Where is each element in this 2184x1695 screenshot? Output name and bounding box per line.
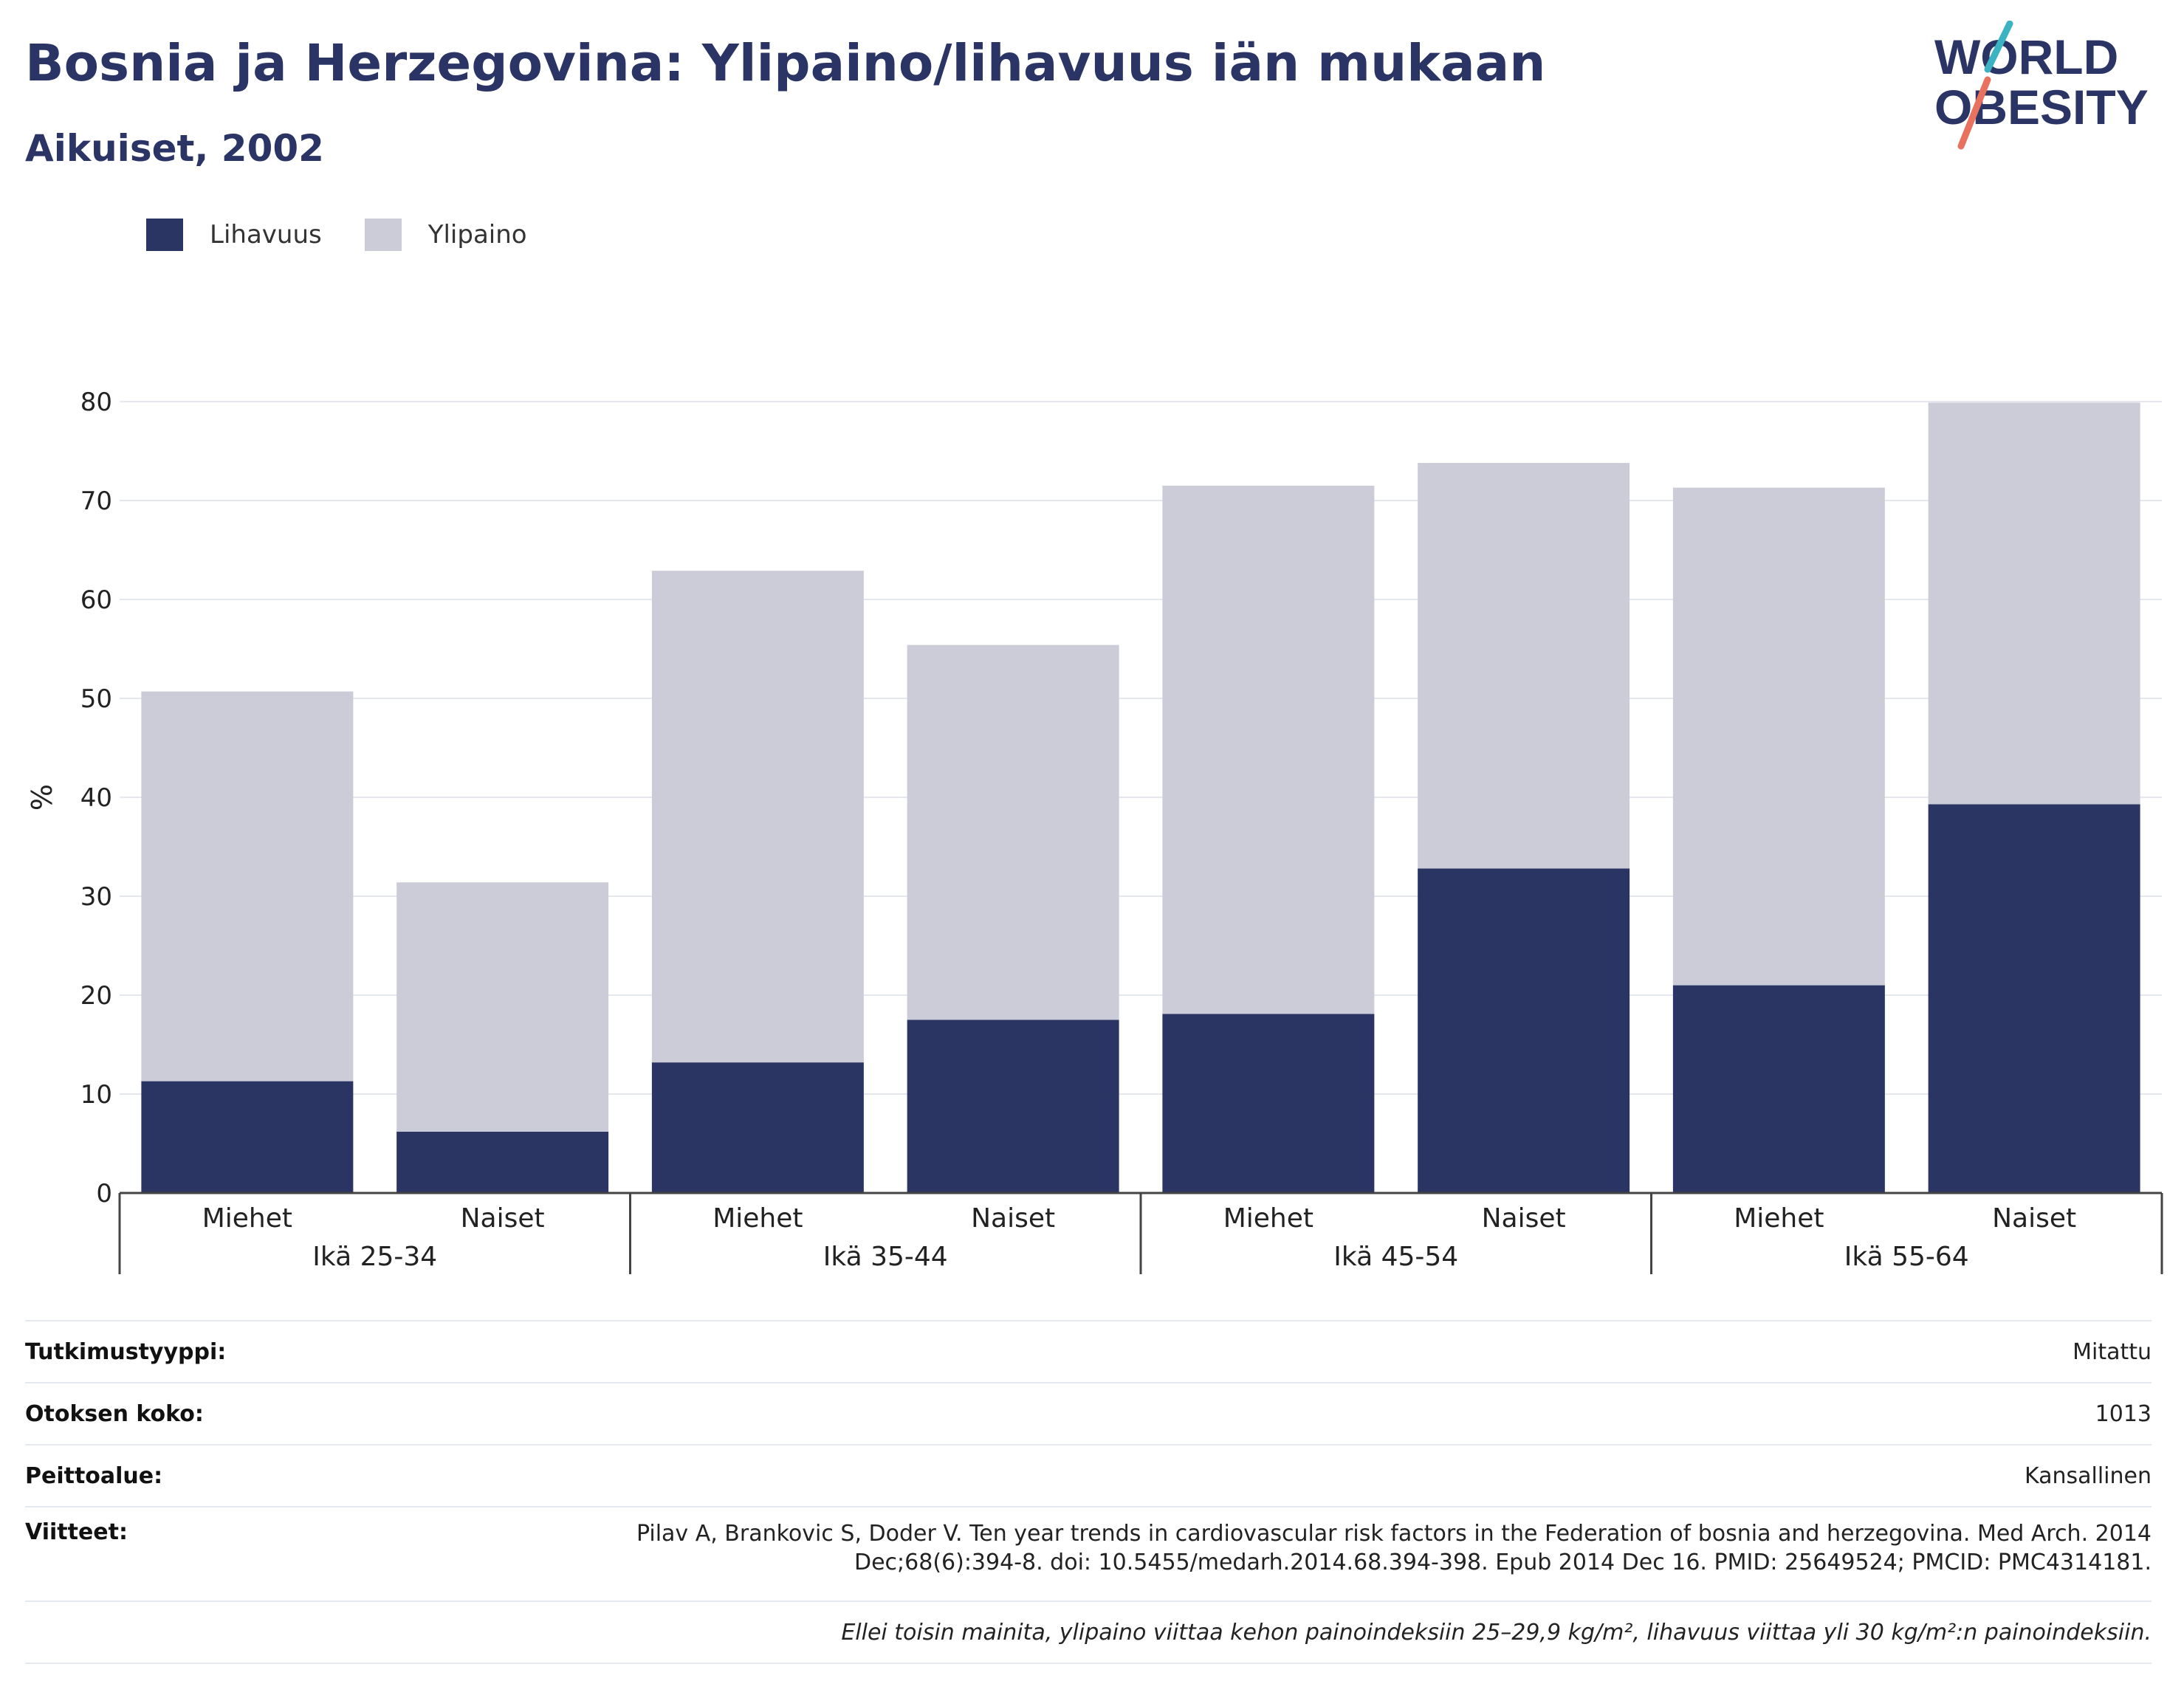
sample-size-value: 1013 (2095, 1400, 2152, 1427)
y-tick-label: 20 (80, 981, 112, 1011)
legend-swatch-obesity (146, 219, 183, 251)
group-label: Ikä 55-64 (1844, 1242, 1969, 1272)
logo-world-text: WORLD (1934, 30, 2118, 84)
y-tick-label: 10 (80, 1080, 112, 1110)
coverage-label: Peittoalue: (25, 1462, 163, 1489)
y-tick-label: 80 (80, 388, 112, 417)
y-tick-label: 70 (80, 487, 112, 516)
x-tick-label: Miehet (712, 1203, 803, 1234)
logo-slash-coral (1957, 76, 1991, 150)
bar-overweight (1162, 485, 1375, 1014)
x-tick-label: Miehet (1223, 1203, 1314, 1234)
bar-obesity (651, 1062, 864, 1193)
y-tick-label: 60 (80, 585, 112, 615)
x-tick-label: Miehet (202, 1203, 292, 1234)
footnote: Ellei toisin mainita, ylipaino viittaa k… (841, 1619, 2152, 1646)
y-tick-label: 30 (80, 882, 112, 912)
bar-overweight (396, 882, 609, 1132)
coverage-value: Kansallinen (2024, 1462, 2152, 1489)
info-row-sample-size: Otoksen koko: 1013 (25, 1382, 2152, 1444)
bar-obesity (907, 1020, 1119, 1193)
group-label: Ikä 35-44 (823, 1242, 948, 1272)
references-value: Pilav A, Brankovic S, Doder V. Ten year … (636, 1521, 2152, 1575)
sample-size-label: Otoksen koko: (25, 1400, 204, 1427)
x-tick-label: Miehet (1734, 1203, 1824, 1234)
legend-label-overweight: Ylipaino (427, 220, 527, 250)
y-axis-label: % (26, 784, 58, 811)
y-tick-label: 0 (96, 1179, 112, 1208)
chart-title: Bosnia ja Herzegovina: Ylipaino/lihavuus… (25, 34, 1546, 93)
bar-overweight (1928, 402, 2140, 805)
study-type-label: Tutkimustyyppi: (25, 1338, 227, 1365)
bar-overweight (1418, 463, 1630, 869)
logo-slash-teal (1984, 21, 2013, 73)
references-label: Viitteet: (25, 1519, 128, 1545)
group-label: Ikä 45-54 (1333, 1242, 1458, 1272)
bar-obesity (1162, 1014, 1375, 1193)
bar-obesity (141, 1081, 354, 1193)
bar-overweight (651, 571, 864, 1063)
info-row-study-type: Tutkimustyyppi: Mitattu (25, 1320, 2152, 1382)
legend-label-obesity: Lihavuus (210, 220, 322, 250)
y-tick-label: 50 (80, 684, 112, 714)
study-type-value: Mitattu (2073, 1338, 2152, 1365)
x-tick-label: Naiset (971, 1203, 1055, 1234)
x-tick-label: Naiset (461, 1203, 545, 1234)
stacked-bar-chart: 0 10 20 30 40 50 60 70 80% Miehet Naiset Miehet Nais… (26, 388, 2163, 1274)
bar-overweight (141, 691, 354, 1082)
bar-obesity (396, 1131, 609, 1193)
info-table: Tutkimustyyppi: Mitattu Otoksen koko: 10… (25, 1320, 2152, 1664)
info-row-footnote: Ellei toisin mainita, ylipaino viittaa k… (25, 1601, 2152, 1664)
legend-swatch-overweight (364, 219, 402, 251)
bar-obesity (1418, 868, 1630, 1193)
x-tick-label: Naiset (1482, 1203, 1566, 1234)
legend: Lihavuus Ylipaino (146, 219, 570, 251)
world-obesity-logo: WORLD OBESITY (1934, 21, 2149, 150)
bar-obesity (1672, 985, 1885, 1193)
x-tick-label: Naiset (1992, 1203, 2076, 1234)
bar-overweight (1672, 487, 1885, 986)
bar-overweight (907, 644, 1119, 1020)
info-row-references: Viitteet: Pilav A, Brankovic S, Doder V.… (25, 1506, 2152, 1601)
group-label: Ikä 25-34 (312, 1242, 437, 1272)
bar-obesity (1928, 804, 2140, 1193)
y-tick-label: 40 (80, 783, 112, 813)
chart-subtitle: Aikuiset, 2002 (25, 127, 324, 170)
info-row-coverage: Peittoalue: Kansallinen (25, 1444, 2152, 1506)
